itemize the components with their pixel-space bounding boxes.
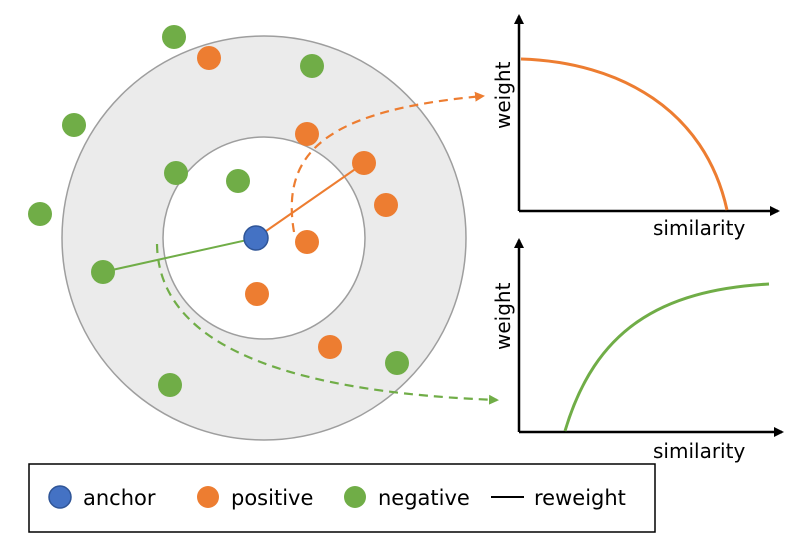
positive-dot [197,46,221,70]
positive-dot [318,335,342,359]
positive-dot [352,151,376,175]
legend-anchor-label: anchor [83,486,156,510]
positive-reweight-line [255,162,365,239]
negative-dot [62,113,86,137]
legend-positive-dot [197,486,219,508]
legend-reweight-label: reweight [534,486,626,510]
legend-negative-label: negative [378,486,470,510]
negative-dot [164,161,188,185]
legend-box [28,463,656,533]
negative-dot [226,169,250,193]
positive-dot [245,282,269,306]
bottom-weight-curve [563,282,770,432]
positive-dot [374,193,398,217]
negative-dot [28,202,52,226]
negative-dot [91,260,115,284]
negative-dot [300,54,324,78]
bottom-x-label: similarity [653,439,745,463]
top-weight-curve [520,57,729,211]
bottom-y-label: weight [491,282,515,350]
positive-samples [197,46,398,359]
negative-dot [385,351,409,375]
top-x-label: similarity [653,216,745,240]
legend-anchor-dot [48,485,72,509]
negative-reweight-line [102,237,257,273]
positive-dot [295,230,319,254]
legend: anchor positive negative reweight [28,463,656,533]
legend-positive-label: positive [231,486,313,510]
anchor-dot [243,225,269,251]
top-y-label: weight [491,61,515,129]
negative-dot [158,373,182,397]
negative-dot [162,25,186,49]
positive-dot [295,122,319,146]
legend-negative-dot [344,486,366,508]
top-chart: weight similarity [491,14,780,240]
bottom-chart: weight similarity [491,238,784,463]
negative-samples [28,25,409,397]
negative-dashed-arrow [155,243,499,405]
positive-dashed-arrow [290,91,485,233]
